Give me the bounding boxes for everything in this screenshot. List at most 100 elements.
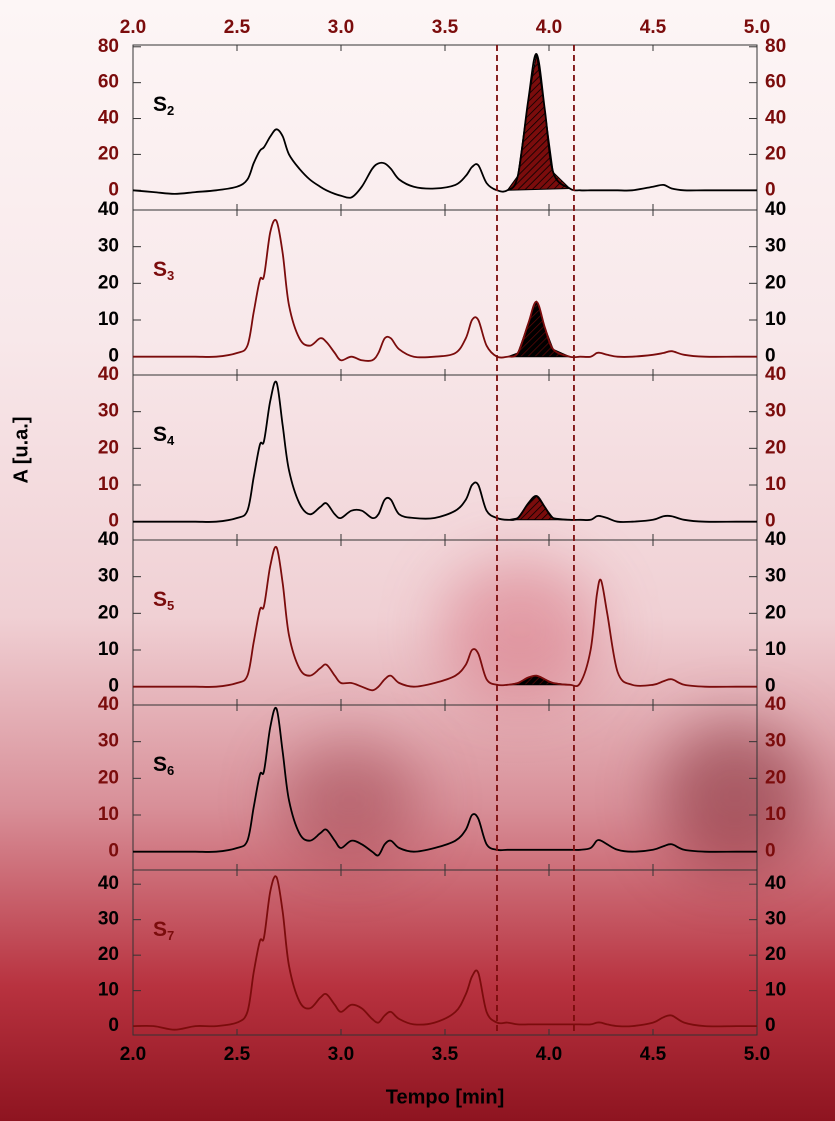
sample-label-subscript: 7	[167, 928, 174, 943]
sample-label: S6	[153, 753, 174, 779]
y-tick-label: 30	[98, 731, 119, 752]
y-tick-label: 80	[765, 36, 786, 57]
y-tick-label: 0	[108, 1015, 119, 1036]
y-tick-label: 20	[765, 437, 786, 458]
x-tick-label: 2.5	[224, 1044, 251, 1065]
x-tick-label-top: 5.0	[744, 17, 770, 38]
y-tick-label: 20	[98, 143, 119, 164]
y-tick-label: 40	[765, 108, 786, 129]
y-tick-label: 10	[765, 309, 786, 330]
sample-label-subscript: 6	[167, 763, 174, 778]
y-tick-label: 20	[765, 602, 786, 623]
x-tick-label-top: 3.5	[432, 17, 459, 38]
y-tick-label: 10	[98, 474, 119, 495]
y-tick-label: 0	[765, 676, 776, 697]
y-tick-label: 20	[98, 944, 119, 965]
y-tick-label: 30	[98, 236, 119, 257]
x-tick-label-top: 4.0	[536, 17, 562, 38]
background-blur	[660, 720, 810, 870]
y-tick-label: 20	[765, 767, 786, 788]
x-tick-label: 2.0	[120, 1044, 146, 1065]
y-tick-label: 40	[98, 108, 119, 129]
sample-label-subscript: 3	[167, 268, 174, 283]
x-tick-label: 3.5	[432, 1044, 459, 1065]
y-axis-title: A [u.a.]	[10, 416, 32, 483]
y-tick-label: 20	[765, 272, 786, 293]
sample-label-name: S	[153, 753, 167, 776]
y-tick-label: 30	[98, 401, 119, 422]
y-tick-label: 0	[108, 676, 119, 697]
y-tick-label: 30	[765, 236, 786, 257]
y-tick-label: 20	[98, 602, 119, 623]
x-tick-label: 3.0	[328, 1044, 354, 1065]
sample-label-subscript: 4	[167, 433, 175, 448]
sample-label: S4	[153, 423, 175, 449]
y-tick-label: 10	[765, 474, 786, 495]
x-tick-label: 5.0	[744, 1044, 770, 1065]
y-tick-label: 0	[765, 179, 776, 200]
y-tick-label: 10	[98, 980, 119, 1001]
chromatogram-line	[132, 53, 757, 199]
y-tick-label: 30	[765, 566, 786, 587]
x-tick-label-top: 4.5	[640, 17, 667, 38]
sample-label-name: S	[153, 918, 167, 941]
y-tick-label: 10	[765, 980, 786, 1001]
sample-label-name: S	[153, 423, 167, 446]
x-axis-title: Tempo [min]	[386, 1086, 505, 1108]
y-tick-label: 10	[765, 804, 786, 825]
sample-label: S3	[153, 258, 174, 284]
y-tick-label: 10	[765, 639, 786, 660]
y-tick-label: 0	[108, 346, 119, 367]
y-tick-label: 20	[765, 143, 786, 164]
y-tick-label: 0	[765, 841, 776, 862]
y-tick-label: 80	[98, 36, 119, 57]
y-tick-label: 40	[98, 694, 119, 715]
x-tick-label: 4.5	[640, 1044, 667, 1065]
y-tick-label: 20	[765, 944, 786, 965]
background-blur	[280, 740, 420, 860]
y-tick-label: 60	[98, 72, 119, 93]
sample-label: S5	[153, 588, 174, 614]
sample-label-subscript: 2	[167, 103, 174, 118]
y-tick-label: 0	[765, 1015, 776, 1036]
chromatogram-line	[132, 218, 757, 362]
y-tick-label: 40	[765, 529, 786, 550]
chromatogram-line	[133, 545, 757, 692]
x-tick-label-top: 3.0	[328, 17, 354, 38]
y-tick-label: 20	[98, 767, 119, 788]
sample-label: S7	[153, 918, 174, 944]
panel-frame	[132, 869, 758, 1036]
y-tick-label: 40	[765, 694, 786, 715]
y-tick-label: 40	[98, 529, 119, 550]
sample-label: S2	[153, 93, 174, 119]
sample-label-name: S	[153, 93, 167, 116]
y-tick-label: 10	[98, 309, 119, 330]
x-tick-label: 4.0	[536, 1044, 562, 1065]
y-tick-label: 0	[765, 511, 776, 532]
y-tick-label: 30	[765, 401, 786, 422]
chromatogram-line	[132, 875, 757, 1031]
chromatogram-line	[133, 706, 757, 857]
y-tick-label: 20	[98, 437, 119, 458]
y-tick-label: 40	[98, 199, 119, 220]
y-tick-label: 10	[98, 804, 119, 825]
y-tick-label: 30	[98, 909, 119, 930]
y-tick-label: 40	[98, 364, 119, 385]
chromatogram-line	[132, 380, 757, 523]
y-tick-label: 0	[108, 841, 119, 862]
y-tick-label: 40	[765, 364, 786, 385]
y-tick-label: 40	[765, 873, 786, 894]
y-tick-label: 40	[98, 873, 119, 894]
x-tick-label-top: 2.0	[120, 17, 146, 38]
sample-label-subscript: 5	[167, 598, 174, 613]
y-tick-label: 30	[98, 566, 119, 587]
shaded-peak	[507, 495, 570, 521]
sample-label-name: S	[153, 258, 167, 281]
sample-label-name: S	[153, 588, 167, 611]
y-tick-label: 0	[108, 179, 119, 200]
shaded-peak	[507, 300, 571, 358]
x-tick-label-top: 2.5	[224, 17, 251, 38]
y-tick-label: 20	[98, 272, 119, 293]
